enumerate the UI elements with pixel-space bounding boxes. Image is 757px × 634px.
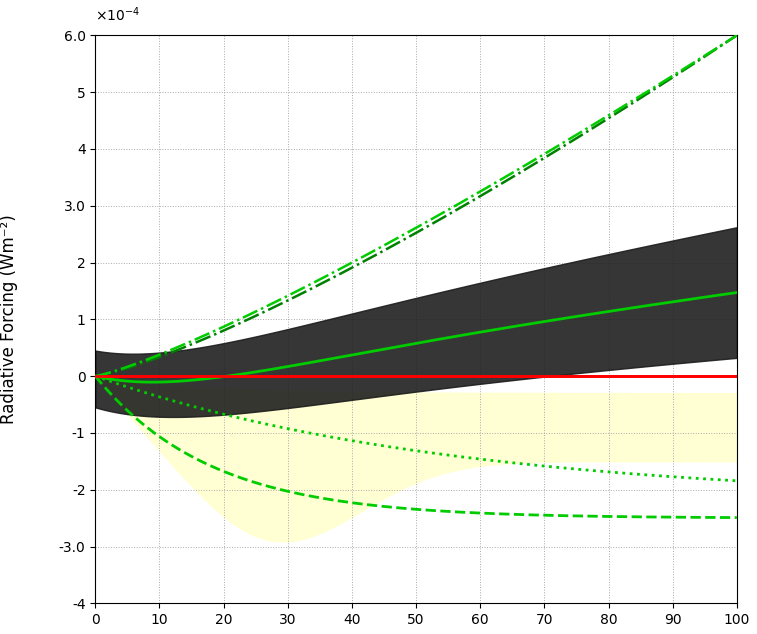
Text: $\times 10^{-4}$: $\times 10^{-4}$: [95, 5, 141, 24]
Y-axis label: Radiative Forcing (Wm⁻²): Radiative Forcing (Wm⁻²): [0, 214, 18, 424]
